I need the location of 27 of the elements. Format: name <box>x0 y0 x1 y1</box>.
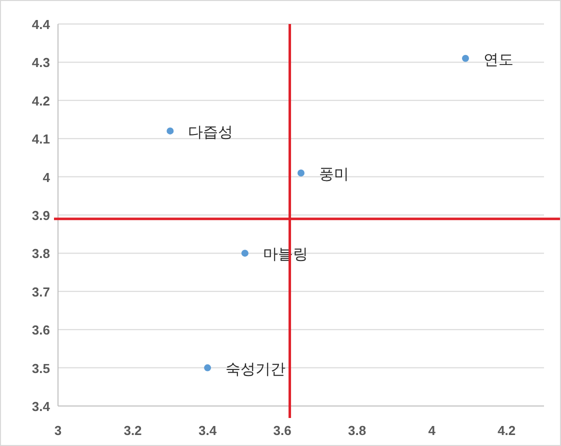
x-tick-label: 4.2 <box>498 423 516 438</box>
point <box>241 250 248 257</box>
annotation: 연도 <box>483 51 514 68</box>
point <box>204 364 212 372</box>
y-tick-label: 3.8 <box>32 246 50 262</box>
y-tick-label: 4.4 <box>32 17 51 32</box>
y-tick-label: 4 <box>42 170 51 185</box>
y-tick-label: 4.1 <box>32 132 50 147</box>
annotation: 다즙성 <box>188 124 234 141</box>
annotation: 숙성기간 <box>226 360 286 378</box>
x-tick-label: 3.8 <box>348 423 366 438</box>
x-tick-label: 3 <box>54 423 62 438</box>
x-tick-label: 4 <box>428 423 436 438</box>
annotation: 풍미 <box>319 166 349 183</box>
y-tick-label: 3.9 <box>32 208 50 223</box>
y-tick-label: 4.3 <box>32 55 50 70</box>
y-tick-label: 3.5 <box>32 360 50 376</box>
y-tick-label: 3.7 <box>32 284 50 300</box>
y-tick-label: 3.4 <box>32 399 51 414</box>
point <box>298 169 304 176</box>
y-tick-label: 3.6 <box>32 322 50 338</box>
x-tick-label: 3.6 <box>273 423 292 438</box>
x-tick-label: 3.4 <box>198 423 218 438</box>
y-tick-label: 4.2 <box>32 93 50 108</box>
x-tick-label: 3.2 <box>124 423 142 438</box>
point <box>462 54 469 62</box>
point <box>166 127 174 134</box>
